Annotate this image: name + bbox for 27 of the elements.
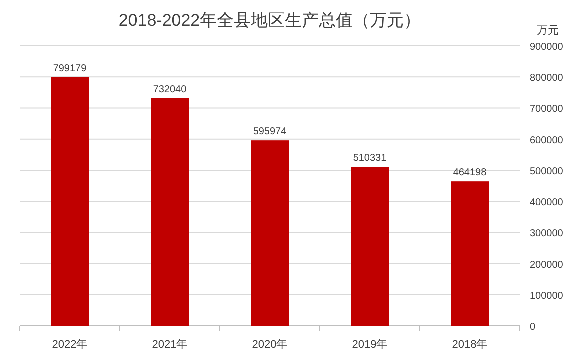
data-label: 510331 [353, 153, 388, 164]
x-tick-label: 2019年 [352, 339, 388, 351]
y-tick-label: 700000 [530, 104, 564, 116]
y-tick-label: 0 [530, 322, 536, 333]
bar [51, 77, 89, 326]
x-tick-label: 2020年 [252, 339, 288, 351]
bar [151, 98, 189, 326]
y-tick-label: 300000 [530, 228, 564, 240]
chart-title: 2018-2022年全县地区生产总值（万元） [118, 11, 422, 30]
x-tick-label: 2018年 [452, 339, 488, 351]
y-tick-label: 100000 [530, 290, 564, 302]
data-label: 799179 [53, 63, 88, 74]
y-tick-label: 600000 [530, 135, 564, 146]
y-tick-label: 900000 [530, 42, 564, 53]
data-label: 595974 [253, 126, 288, 138]
x-tick-label: 2021年 [152, 339, 188, 351]
y-axis-title: 万元 [537, 25, 559, 37]
data-label: 732040 [153, 84, 188, 96]
y-tick-label: 500000 [530, 166, 564, 178]
y-tick-label: 200000 [530, 260, 564, 271]
bar [351, 167, 389, 326]
bar [451, 182, 489, 326]
bar [251, 140, 289, 326]
data-label: 464198 [453, 168, 488, 179]
y-tick-label: 400000 [530, 198, 564, 209]
y-tick-label: 800000 [530, 73, 564, 84]
x-tick-label: 2022年 [52, 339, 88, 351]
